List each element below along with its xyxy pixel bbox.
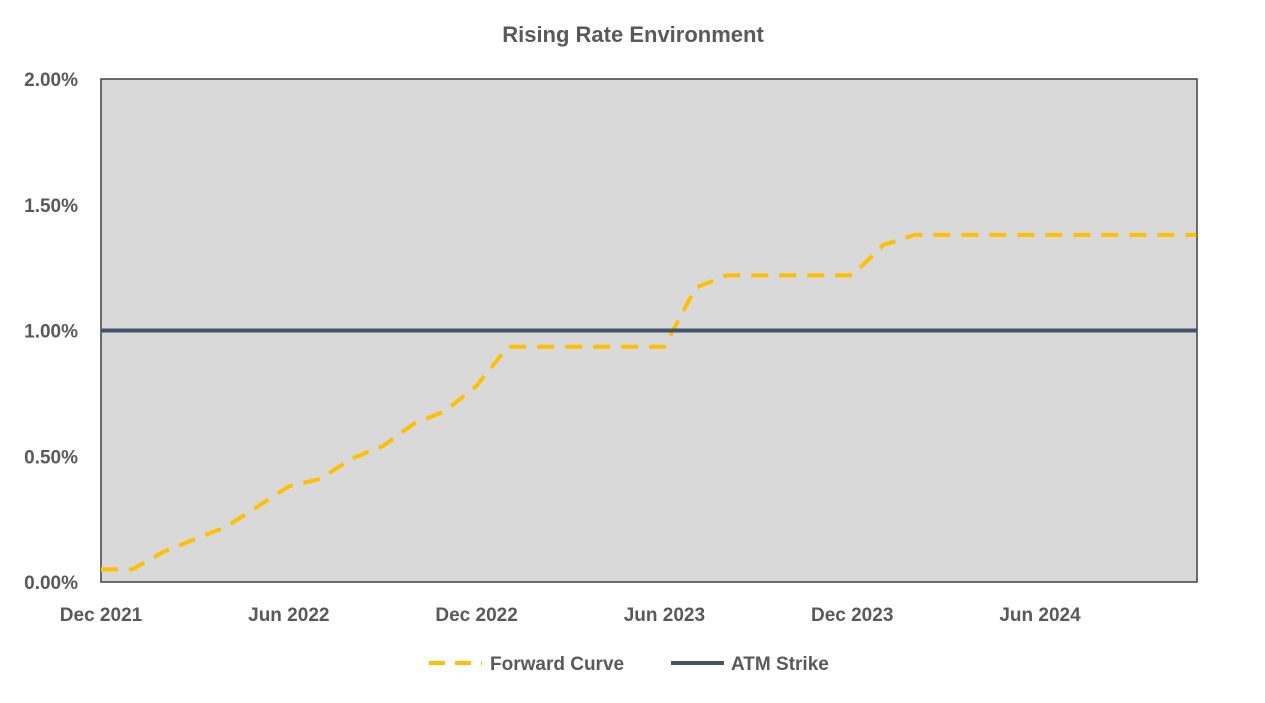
y-axis: 0.00% 0.50% 1.00% 1.50% 2.00% <box>24 70 78 594</box>
x-tick-label: Jun 2022 <box>248 605 329 626</box>
y-tick-label: 0.50% <box>24 447 78 468</box>
y-tick-label: 1.00% <box>24 322 78 343</box>
x-tick-label: Dec 2022 <box>435 605 517 626</box>
legend-label-forward-curve: Forward Curve <box>490 654 624 675</box>
y-tick-label: 1.50% <box>24 196 78 217</box>
legend: Forward Curve ATM Strike <box>429 654 829 675</box>
chart-title: Rising Rate Environment <box>502 22 764 47</box>
x-tick-label: Dec 2021 <box>60 605 143 626</box>
x-tick-label: Jun 2024 <box>999 605 1081 626</box>
x-axis: Dec 2021 Jun 2022 Dec 2022 Jun 2023 Dec 2023… <box>60 605 1081 626</box>
legend-label-atm-strike: ATM Strike <box>731 654 829 675</box>
y-tick-label: 2.00% <box>24 70 78 91</box>
x-tick-label: Dec 2023 <box>811 605 893 626</box>
x-tick-label: Jun 2023 <box>624 605 705 626</box>
y-tick-label: 0.00% <box>24 573 78 594</box>
